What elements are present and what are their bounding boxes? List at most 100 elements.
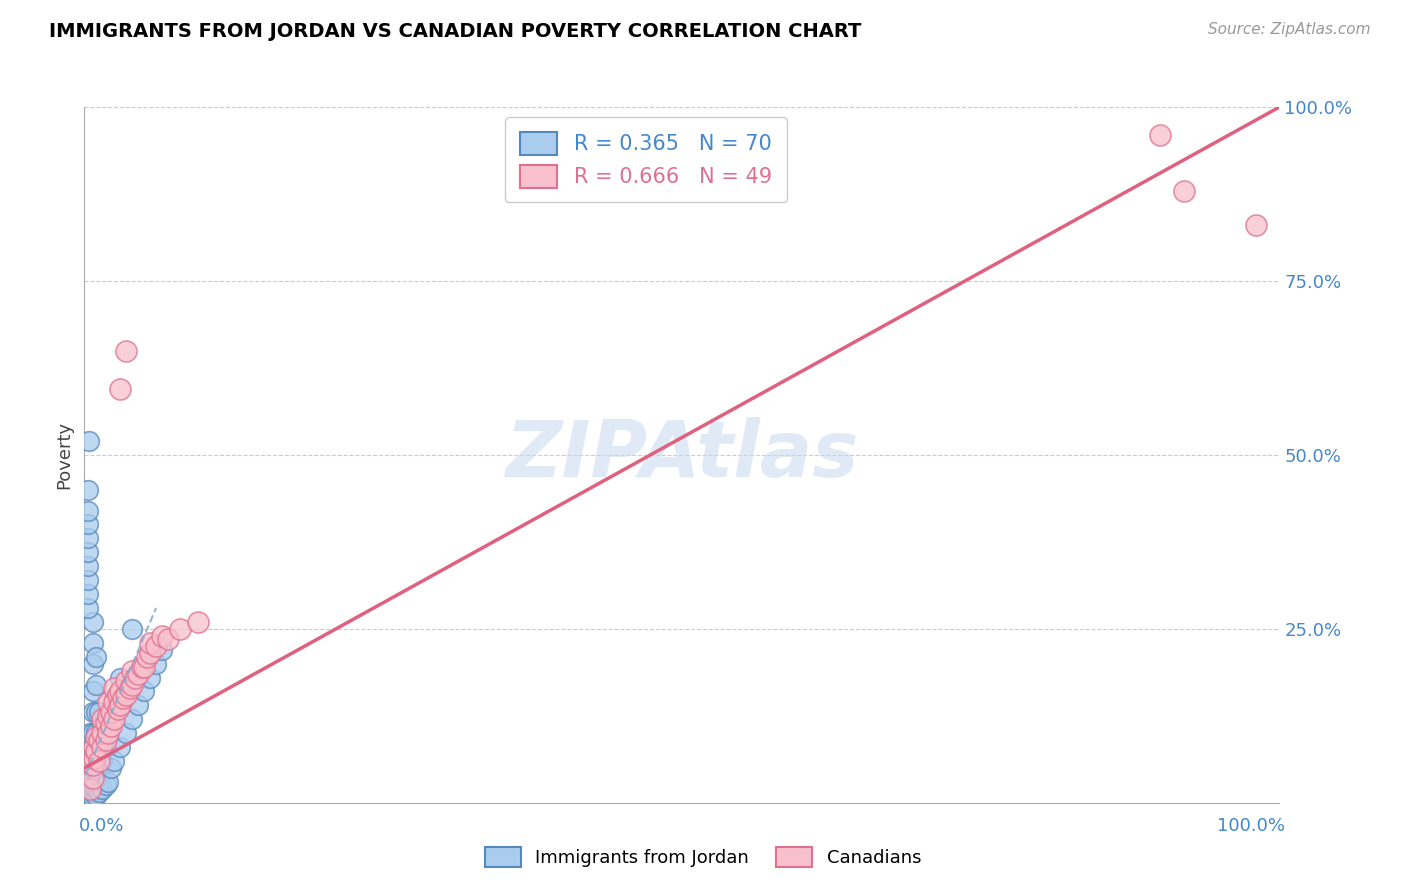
Point xyxy=(77,545,100,559)
Point xyxy=(139,671,162,685)
Point xyxy=(79,781,101,796)
Point xyxy=(79,778,101,793)
Point xyxy=(86,706,108,720)
Point xyxy=(115,674,138,689)
Point xyxy=(82,790,104,805)
Point xyxy=(82,684,104,698)
Point xyxy=(103,681,125,695)
Point xyxy=(77,587,100,601)
Point xyxy=(82,754,104,768)
Legend: Immigrants from Jordan, Canadians: Immigrants from Jordan, Canadians xyxy=(478,839,928,874)
Point xyxy=(77,573,100,587)
Point xyxy=(100,706,122,720)
Point xyxy=(87,740,110,755)
Point xyxy=(79,747,101,761)
Point xyxy=(121,712,143,726)
Point xyxy=(79,792,101,806)
Point xyxy=(82,726,104,740)
Point xyxy=(79,789,101,803)
Point xyxy=(97,726,120,740)
Point xyxy=(110,671,132,685)
Point xyxy=(131,660,153,674)
Point xyxy=(86,730,108,744)
Point xyxy=(107,702,129,716)
Point xyxy=(87,785,110,799)
Point xyxy=(86,726,108,740)
Point xyxy=(86,775,108,789)
Point xyxy=(169,622,191,636)
Point xyxy=(91,719,114,733)
Point xyxy=(87,733,110,747)
Point xyxy=(77,503,100,517)
Point xyxy=(135,649,157,664)
Point xyxy=(79,772,101,786)
Point xyxy=(157,632,180,647)
Text: IMMIGRANTS FROM JORDAN VS CANADIAN POVERTY CORRELATION CHART: IMMIGRANTS FROM JORDAN VS CANADIAN POVER… xyxy=(49,22,862,41)
Point xyxy=(94,715,117,730)
Point xyxy=(86,761,108,775)
Point xyxy=(1149,128,1171,142)
Point xyxy=(1244,219,1267,233)
Point xyxy=(103,754,125,768)
Point xyxy=(187,615,209,629)
Text: 0.0%: 0.0% xyxy=(79,817,124,835)
Point xyxy=(91,754,114,768)
Point xyxy=(82,785,104,799)
Point xyxy=(127,667,149,681)
Point xyxy=(86,781,108,796)
Point xyxy=(127,698,149,713)
Point xyxy=(87,706,110,720)
Point xyxy=(82,636,104,650)
Point xyxy=(94,740,117,755)
Point xyxy=(132,684,156,698)
Text: Source: ZipAtlas.com: Source: ZipAtlas.com xyxy=(1208,22,1371,37)
Point xyxy=(82,768,104,782)
Point xyxy=(82,615,104,629)
Point xyxy=(79,733,101,747)
Point xyxy=(82,757,104,772)
Point xyxy=(83,740,105,755)
Point xyxy=(118,681,141,695)
Point xyxy=(121,664,143,678)
Point xyxy=(79,785,101,799)
Point xyxy=(97,695,120,709)
Point xyxy=(82,780,104,795)
Point xyxy=(132,660,156,674)
Point xyxy=(82,772,104,786)
Point xyxy=(87,754,110,768)
Point xyxy=(91,712,114,726)
Point xyxy=(110,740,132,755)
Point xyxy=(91,740,114,755)
Point xyxy=(110,698,132,713)
Point xyxy=(77,559,100,574)
Point xyxy=(97,775,120,789)
Point xyxy=(150,629,173,643)
Point xyxy=(77,483,100,497)
Point xyxy=(77,434,100,448)
Point xyxy=(86,789,108,803)
Point xyxy=(103,691,125,706)
Point xyxy=(79,740,101,755)
Point xyxy=(79,781,101,796)
Point xyxy=(82,706,104,720)
Point xyxy=(86,649,108,664)
Text: 100.0%: 100.0% xyxy=(1218,817,1285,835)
Point xyxy=(77,532,100,546)
Point xyxy=(97,726,120,740)
Point xyxy=(82,740,104,755)
Point xyxy=(86,747,108,761)
Point xyxy=(121,677,143,691)
Point xyxy=(82,761,104,775)
Point xyxy=(110,382,132,396)
Point xyxy=(82,657,104,671)
Y-axis label: Poverty: Poverty xyxy=(55,421,73,489)
Point xyxy=(91,726,114,740)
Point xyxy=(82,775,104,789)
Point xyxy=(79,726,101,740)
Point xyxy=(86,677,108,691)
Point xyxy=(79,775,101,789)
Point xyxy=(115,688,138,702)
Point xyxy=(91,781,114,796)
Point xyxy=(103,712,125,726)
Point xyxy=(107,688,129,702)
